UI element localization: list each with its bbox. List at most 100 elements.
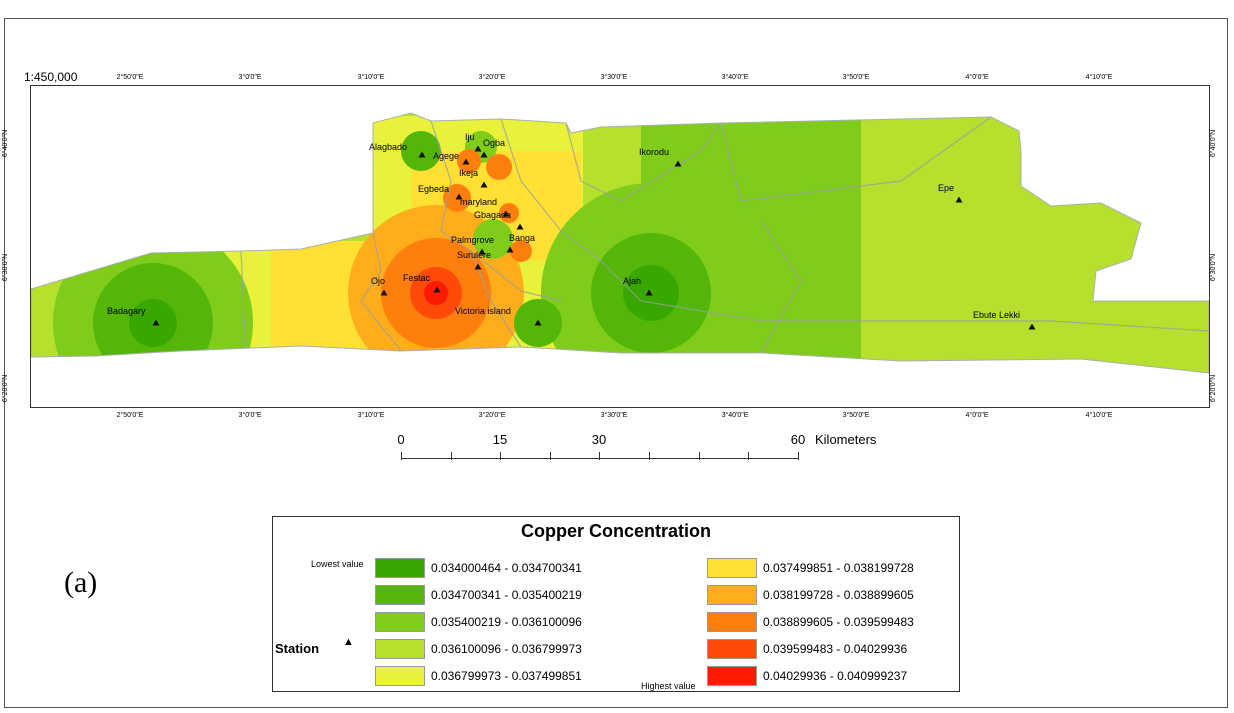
legend-swatch [707, 666, 757, 686]
scale-tick [451, 452, 452, 460]
station-marker-icon [478, 248, 486, 255]
legend-range: 0.034700341 - 0.035400219 [431, 588, 582, 602]
station-marker-icon [674, 160, 682, 167]
scale-tick [599, 452, 600, 460]
legend-range: 0.036100096 - 0.036799973 [431, 642, 582, 656]
scale-ratio: 1:450,000 [24, 70, 78, 84]
station-label: Festac [403, 273, 431, 283]
scale-label: 60 [790, 432, 806, 447]
legend-swatch [375, 666, 425, 686]
legend: Copper Concentration Lowest value Highes… [272, 516, 960, 692]
station-label: Ikorodu [639, 147, 670, 157]
station-marker-icon [455, 193, 463, 200]
station-marker-icon [152, 319, 160, 326]
lon-label-bottom: 3°0'0"E [238, 412, 262, 419]
station-marker-icon [955, 196, 963, 203]
station-label: Ajah [623, 276, 642, 286]
scale-bar: 0 15 30 60 Kilometers [395, 432, 915, 472]
lon-label-top: 3°10'0"E [357, 74, 385, 81]
lon-label-top: 3°50'0"E [842, 74, 870, 81]
station-label: Victoria island [455, 306, 511, 316]
lat-label-left: 6°30'0"N [2, 253, 10, 282]
legend-swatch [375, 639, 425, 659]
lat-label-right: 6°20'0"N [1210, 374, 1218, 403]
legend-item: 0.038199728 - 0.038899605 [707, 584, 914, 606]
station-label: Banga [509, 233, 536, 243]
station-marker-icon [480, 151, 488, 158]
legend-item: 0.035400219 - 0.036100096 [375, 611, 582, 633]
lat-label-right: 6°30'0"N [1210, 253, 1218, 282]
legend-swatch [707, 558, 757, 578]
lat-label-right: 6°40'0"N [1210, 129, 1218, 158]
legend-swatch [375, 558, 425, 578]
legend-item: 0.034000464 - 0.034700341 [375, 557, 582, 579]
station-label: Epe [938, 183, 955, 193]
lon-label-top: 2°50'0"E [116, 74, 144, 81]
station-marker-icon [380, 289, 388, 296]
station-marker-icon [462, 158, 470, 165]
scale-tick [748, 452, 749, 460]
scale-tick [699, 452, 700, 460]
legend-range: 0.035400219 - 0.036100096 [431, 615, 582, 629]
station-label: Surulere [457, 250, 492, 260]
legend-range: 0.038199728 - 0.038899605 [763, 588, 914, 602]
lon-label-bottom: 3°50'0"E [842, 412, 870, 419]
legend-swatch [375, 585, 425, 605]
legend-swatch [375, 612, 425, 632]
scale-tick [649, 452, 650, 460]
station-label: Alagbado [369, 142, 408, 152]
scale-tick [500, 452, 501, 460]
panel-label: (a) [64, 566, 98, 599]
station-symbol-icon: ▲ [343, 636, 354, 648]
lon-label-top: 3°30'0"E [600, 74, 628, 81]
station-marker-icon [1028, 323, 1036, 330]
legend-swatch [707, 585, 757, 605]
station-marker-icon [474, 263, 482, 270]
station-marker-icon [480, 181, 488, 188]
legend-range: 0.034000464 - 0.034700341 [431, 561, 582, 575]
station-marker-icon [433, 286, 441, 293]
lon-label-bottom: 4°0'0"E [965, 412, 989, 419]
station-label: Egbeda [418, 184, 450, 194]
legend-highest-label: Highest value [641, 681, 696, 691]
lon-label-bottom: 4°10'0"E [1085, 412, 1113, 419]
legend-range: 0.037499851 - 0.038199728 [763, 561, 914, 575]
legend-range: 0.04029936 - 0.040999237 [763, 669, 908, 683]
scale-label: 0 [397, 432, 405, 447]
legend-range: 0.038899605 - 0.039599483 [763, 615, 914, 629]
scale-label: 30 [591, 432, 607, 447]
legend-item: 0.036100096 - 0.036799973 [375, 638, 582, 660]
scale-label: 15 [492, 432, 508, 447]
lon-label-top: 4°10'0"E [1085, 74, 1113, 81]
scale-tick [798, 452, 799, 460]
legend-swatch [707, 639, 757, 659]
station-marker-icon [534, 319, 542, 326]
legend-station-label: Station [275, 641, 320, 656]
lon-label-top: 3°20'0"E [478, 74, 506, 81]
figure-frame [4, 18, 1228, 708]
scale-tick [550, 452, 551, 460]
legend-title: Copper Concentration [520, 521, 711, 541]
station-marker-icon [474, 145, 482, 152]
lon-label-top: 3°0'0"E [238, 74, 262, 81]
legend-swatch [707, 612, 757, 632]
station-label: maryland [460, 197, 498, 207]
station-label: Ikeja [459, 168, 479, 178]
station-label: Gbagada [474, 210, 512, 220]
station-marker-icon [418, 151, 426, 158]
legend-range: 0.039599483 - 0.04029936 [763, 642, 908, 656]
station-label: Agege [433, 151, 460, 161]
legend-lowest-label: Lowest value [311, 559, 364, 569]
concentration-map [31, 112, 1209, 374]
legend-item: 0.037499851 - 0.038199728 [707, 557, 914, 579]
map-panel [30, 85, 1210, 408]
station-label: Ojo [371, 276, 386, 286]
legend-item: 0.034700341 - 0.035400219 [375, 584, 582, 606]
station-label: Ebute Lekki [973, 310, 1021, 320]
station-marker-icon [645, 289, 653, 296]
lon-label-bottom: 3°30'0"E [600, 412, 628, 419]
station-marker-icon [502, 210, 510, 217]
station-marker-icon [516, 223, 524, 230]
station-marker-icon [506, 246, 514, 253]
scale-tick [401, 452, 402, 460]
